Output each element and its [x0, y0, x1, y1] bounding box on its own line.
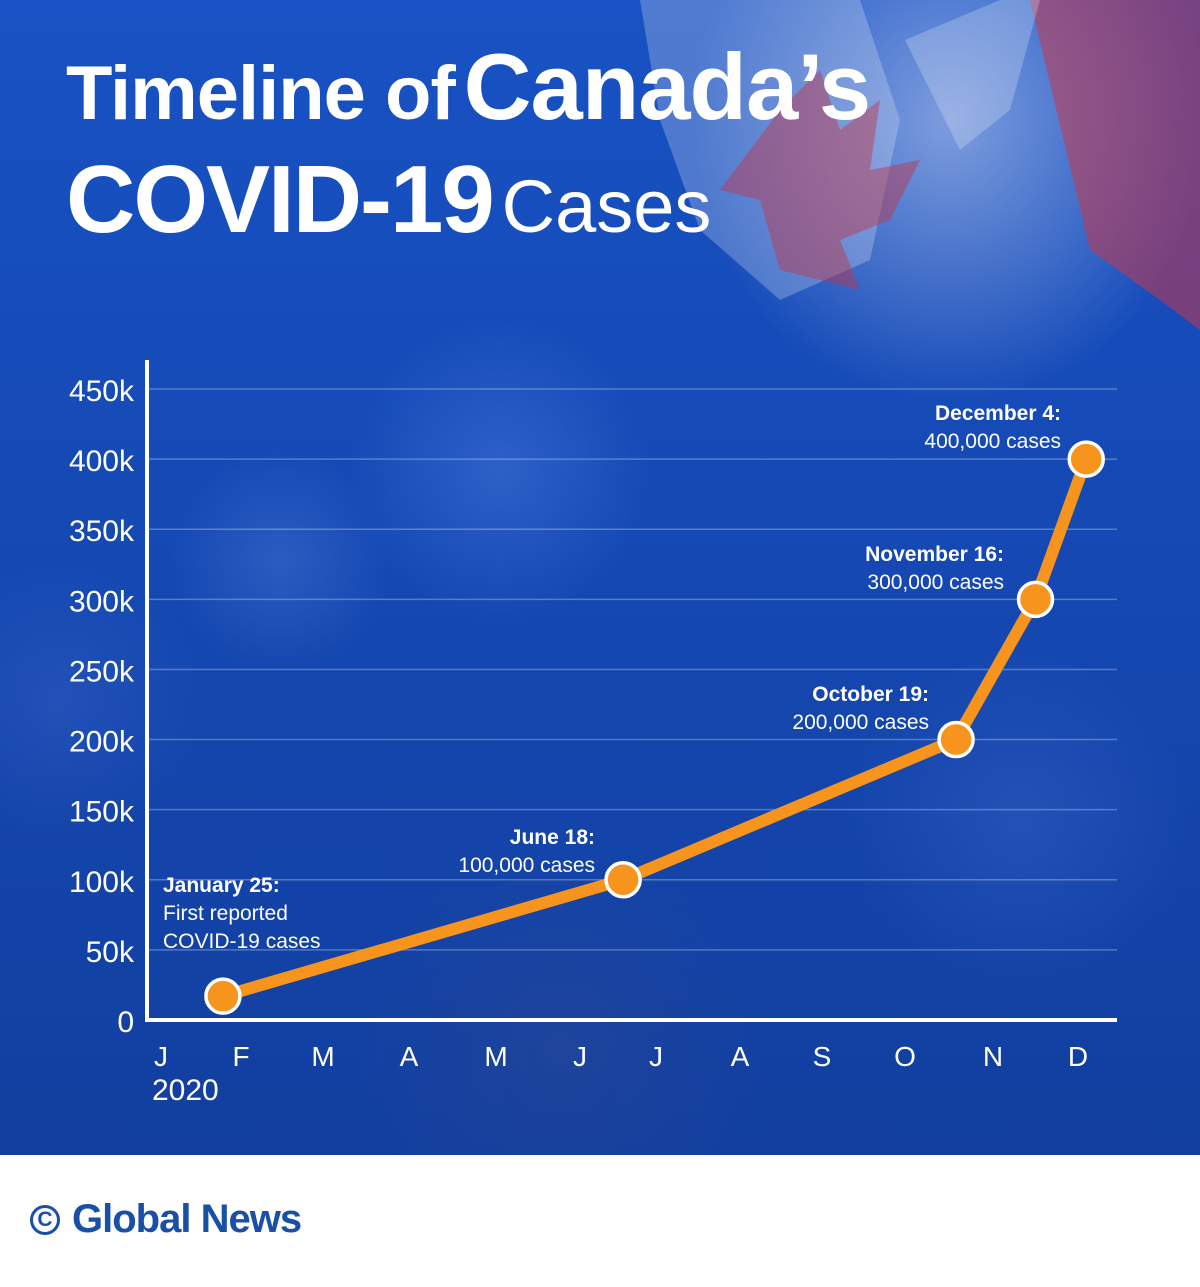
data-point: [1016, 580, 1055, 619]
annotation-text: 300,000 cases: [867, 571, 1004, 594]
brand-name: Global News: [72, 1197, 302, 1241]
y-tick-label: 50k: [86, 936, 135, 969]
data-point: [1067, 440, 1105, 478]
annotation-date: June 18:: [510, 826, 595, 849]
x-tick-label: S: [813, 1041, 832, 1072]
x-tick-label: A: [731, 1041, 750, 1072]
annotation: January 25: First reported COVID-19 cases: [163, 874, 321, 953]
data-points: [204, 440, 1105, 1015]
y-tick-label: 100k: [69, 866, 135, 899]
data-point: [604, 861, 642, 899]
x-tick-label: A: [400, 1041, 419, 1072]
line-chart: 0 50k 100k 150k 200k 250k 300k 350k 400k 450k J F M…: [69, 360, 1117, 1107]
annotation: June 18: 100,000 cases: [458, 826, 595, 877]
x-tick-label: N: [983, 1041, 1003, 1072]
y-tick-label: 250k: [69, 655, 135, 688]
y-tick-labels: 0 50k 100k 150k 200k 250k 300k 350k 400k 450k: [69, 375, 135, 1039]
annotation-date: November 16:: [865, 543, 1004, 566]
annotation-text: 200,000 cases: [792, 711, 929, 734]
brand-logo: C Global News: [30, 1197, 302, 1242]
title-part-3: COVID-19: [66, 146, 495, 253]
y-tick-label: 400k: [69, 445, 135, 478]
footer: C Global News: [0, 1155, 1200, 1287]
copyright-icon: C: [30, 1204, 60, 1235]
annotation-text: 100,000 cases: [458, 854, 595, 877]
x-tick-label: J: [154, 1041, 168, 1072]
annotation-text: First reported: [163, 902, 288, 925]
annotation-date: January 25:: [163, 874, 280, 897]
annotation-date: December 4:: [935, 402, 1061, 425]
y-tick-label: 150k: [69, 796, 135, 829]
annotation: December 4: 400,000 cases: [924, 402, 1061, 453]
title-part-4: Cases: [501, 165, 712, 248]
data-point: [937, 720, 975, 759]
x-tick-label: F: [232, 1041, 249, 1072]
y-tick-label: 300k: [69, 585, 135, 618]
chart-title: Timeline of Canada’s COVID-19 Cases: [66, 40, 871, 262]
y-tick-label: 0: [117, 1006, 134, 1039]
data-point: [204, 977, 242, 1015]
canada-flag-graphic: [640, 0, 1200, 330]
axes: [145, 360, 1117, 1022]
annotation-text: COVID-19 cases: [163, 930, 321, 953]
title-part-2: Canada’s: [463, 34, 871, 139]
y-tick-label: 200k: [69, 726, 135, 759]
x-year-label: 2020: [152, 1074, 219, 1107]
y-tick-label: 350k: [69, 515, 135, 548]
annotation: October 19: 200,000 cases: [792, 683, 929, 734]
x-tick-label: O: [894, 1041, 916, 1072]
annotation-text: 400,000 cases: [924, 430, 1061, 453]
title-part-1: Timeline of: [66, 51, 456, 136]
x-tick-label: D: [1068, 1041, 1088, 1072]
x-tick-label: J: [573, 1041, 587, 1072]
x-tick-label: J: [649, 1041, 663, 1072]
x-tick-label: M: [484, 1041, 507, 1072]
annotation: November 16: 300,000 cases: [865, 543, 1004, 594]
x-tick-label: M: [311, 1041, 334, 1072]
hero-panel: Timeline of Canada’s COVID-19 Cases 0 50k…: [0, 0, 1200, 1155]
y-tick-label: 450k: [69, 375, 135, 408]
annotation-date: October 19:: [812, 683, 929, 706]
